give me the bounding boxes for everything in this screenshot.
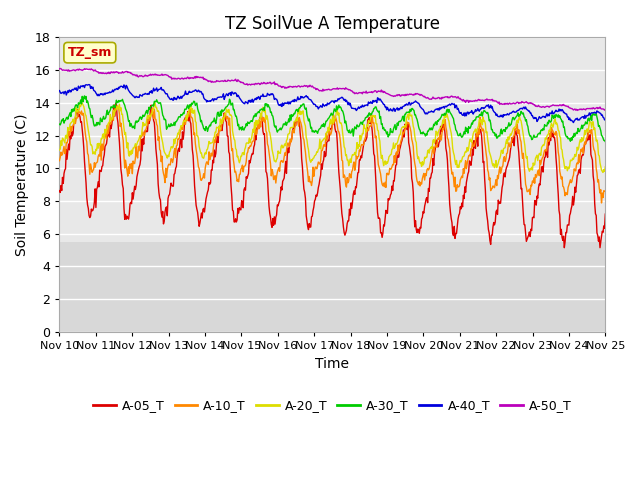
- Legend: A-05_T, A-10_T, A-20_T, A-30_T, A-40_T, A-50_T: A-05_T, A-10_T, A-20_T, A-30_T, A-40_T, …: [88, 394, 577, 417]
- Y-axis label: Soil Temperature (C): Soil Temperature (C): [15, 113, 29, 256]
- X-axis label: Time: Time: [316, 357, 349, 371]
- Bar: [60, 37, 605, 242]
- Title: TZ SoilVue A Temperature: TZ SoilVue A Temperature: [225, 15, 440, 33]
- Text: TZ_sm: TZ_sm: [68, 46, 112, 59]
